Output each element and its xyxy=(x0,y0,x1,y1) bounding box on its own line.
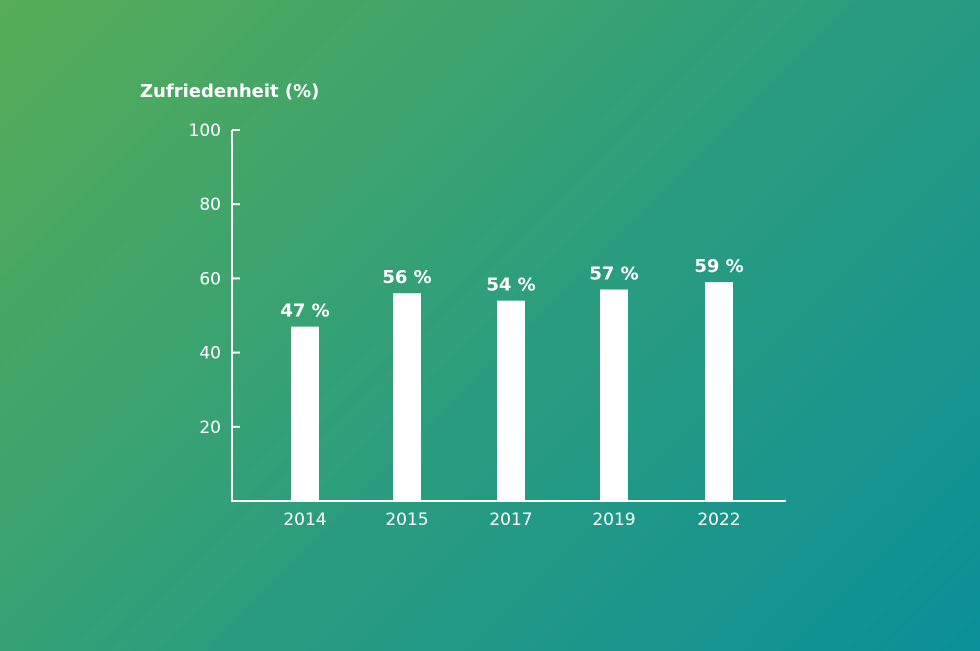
x-tick-label-2022: 2022 xyxy=(697,510,740,530)
y-ticks: 20 40 60 80 100 xyxy=(189,121,240,438)
x-ticks: 2014 2015 2017 2019 2022 xyxy=(283,510,740,530)
y-tick-label-80: 80 xyxy=(199,195,221,215)
x-tick-label-2019: 2019 xyxy=(592,510,635,530)
bar-2022 xyxy=(705,282,733,501)
data-label-2015: 56 % xyxy=(382,267,431,288)
bar-2019 xyxy=(600,289,628,501)
bar-2015 xyxy=(393,293,421,501)
data-label-2014: 47 % xyxy=(280,301,329,322)
y-tick-label-40: 40 xyxy=(199,344,221,364)
data-label-2022: 59 % xyxy=(694,256,743,277)
y-tick-label-100: 100 xyxy=(189,121,221,141)
data-label-2017: 54 % xyxy=(486,275,535,296)
y-tick-label-20: 20 xyxy=(199,418,221,438)
bar-2014 xyxy=(291,326,319,501)
x-tick-label-2014: 2014 xyxy=(283,510,326,530)
y-axis-label: Zufriedenheit (%) xyxy=(140,81,319,102)
data-label-2019: 57 % xyxy=(589,264,638,285)
bars xyxy=(291,282,733,501)
bar-2017 xyxy=(497,300,525,501)
y-tick-label-60: 60 xyxy=(199,269,221,289)
data-labels: 47 % 56 % 54 % 57 % 59 % xyxy=(280,256,743,322)
x-tick-label-2017: 2017 xyxy=(489,510,532,530)
x-tick-label-2015: 2015 xyxy=(385,510,428,530)
